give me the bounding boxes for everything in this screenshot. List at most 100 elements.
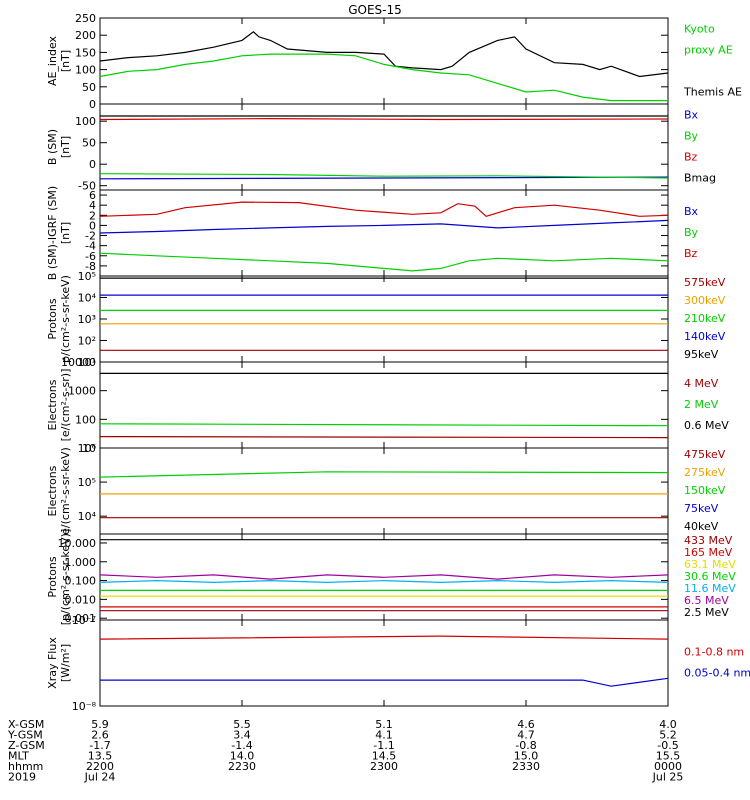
panel-frame — [99, 447, 669, 535]
x-row-label: X-GSM — [8, 718, 44, 731]
legend-entry: 140keV — [684, 330, 726, 343]
x-column-value: 5.2 — [659, 729, 677, 742]
y-tick-label: 50 — [82, 81, 96, 94]
series-line-0-1-0-8-nm — [99, 635, 669, 640]
x-column-value: 3.4 — [233, 729, 251, 742]
y-axis-label: [W/m²] — [59, 644, 72, 682]
panel-frame — [99, 17, 669, 105]
y-tick-label: 10² — [78, 335, 96, 348]
y-axis-label: [nT] — [59, 136, 72, 158]
panel-bsm: 100 50 0 -50 B (SM) [nT] Bx By Bz Bmag — [46, 103, 716, 193]
series-line-6-5-mev — [99, 574, 669, 580]
y-tick-label: 0 — [89, 98, 96, 111]
x-row-label: 2019 — [8, 771, 36, 784]
legend-entry: 475keV — [684, 448, 726, 461]
y-tick-label: 10.000 — [58, 537, 97, 550]
legend-entry: 4 MeV — [684, 377, 719, 390]
legend-entry: By — [684, 226, 699, 239]
x-column-value: 2230 — [228, 760, 256, 773]
y-axis-label: [e/(cm²-s-sr)] — [59, 369, 72, 442]
plot-title: GOES-15 — [348, 3, 402, 17]
legend-entry: Bz — [684, 247, 698, 260]
y-axis-label: [nT] — [59, 222, 72, 244]
x-column-value: Jul 25 — [652, 771, 684, 784]
panel-xray: 10⁻⁷ 10⁻⁸ Xray Flux [W/m²] 0.1-0.8 nm 0.05-0.… — [46, 614, 750, 713]
y-tick-label: -2 — [85, 230, 96, 243]
legend-entry: Bx — [684, 205, 699, 218]
panel-protons: 10⁵ 10⁴ 10³ 10² 10¹ Protons p/(cm²-s-sr-keV) 57… — [46, 270, 726, 369]
series-line-by — [99, 252, 669, 272]
series-line-bx — [99, 176, 669, 180]
x-column-value: 4.1 — [375, 729, 393, 742]
series-line-4-mev — [99, 436, 669, 439]
y-tick-label: 50 — [82, 137, 96, 150]
y-tick-label: 2 — [89, 209, 96, 222]
legend-entry: 11.6 MeV — [684, 582, 736, 595]
legend-entry: 75keV — [684, 502, 719, 515]
x-column-value: 4.0 — [659, 718, 677, 731]
y-tick-label: 250 — [75, 12, 96, 25]
legend-entry: 95keV — [684, 348, 719, 361]
y-tick-label: -8 — [85, 260, 96, 273]
legend-entry: 0.05-0.4 nm — [684, 667, 750, 680]
x-column-value: 14.0 — [230, 750, 255, 763]
series-line-bx — [99, 219, 669, 234]
y-tick-label: 100 — [75, 64, 96, 77]
x-column-value: Jul 24 — [84, 771, 116, 784]
y-tick-label: 10 — [82, 442, 96, 455]
series-line-by — [99, 173, 669, 179]
legend-entry: 40keV — [684, 520, 719, 533]
y-tick-label: 0.010 — [65, 593, 97, 606]
series-line-bz — [99, 201, 669, 217]
x-row-label: MLT — [8, 750, 29, 763]
legend-entry: 275keV — [684, 466, 726, 479]
y-axis-label: B (SM)-IGRF (SM) — [46, 186, 59, 280]
y-tick-label: -50 — [78, 180, 96, 193]
x-column-value: -0.8 — [515, 739, 536, 752]
legend-entry: 2 MeV — [684, 398, 719, 411]
y-axis-label: Xray Flux — [46, 637, 59, 689]
series-line-bz — [99, 117, 669, 121]
y-axis-label: Electrons — [46, 379, 59, 430]
x-column-value: -1.7 — [89, 739, 110, 752]
legend-entry: Bx — [684, 109, 699, 122]
x-column-value: 15.0 — [514, 750, 539, 763]
y-tick-label: 10¹ — [78, 356, 96, 369]
y-axis-label: Electrons — [46, 465, 59, 516]
y-axis-label: B (SM) — [46, 129, 59, 165]
y-tick-label: 100 — [75, 413, 96, 426]
x-column-value: 4.7 — [517, 729, 535, 742]
series-line-2-mev — [99, 423, 669, 427]
legend-entry: By — [684, 130, 699, 143]
y-tick-label: 100 — [75, 115, 96, 128]
legend-entry: 6.5 MeV — [684, 594, 729, 607]
legend-entry: 165 MeV — [684, 546, 733, 559]
y-tick-label: 150 — [75, 46, 96, 59]
legend-entry: Bz — [684, 151, 698, 164]
panel-protons2: 10.000 1.000 0.100 0.010 0.001 Protons [p/(cm²… — [46, 529, 736, 626]
y-tick-label: 0.001 — [65, 612, 97, 625]
x-column-value: 14.5 — [372, 750, 397, 763]
y-tick-label: 10⁵ — [78, 476, 96, 489]
y-axis-label: AE_index — [46, 35, 59, 86]
legend-entry: proxy AE — [684, 44, 733, 57]
y-tick-label: 200 — [75, 29, 96, 42]
y-axis-label: Protons — [46, 298, 59, 339]
x-column-value: 2200 — [86, 760, 114, 773]
panel-frame — [99, 619, 669, 707]
x-column-value: 4.6 — [517, 718, 535, 731]
legend-entry: 210keV — [684, 312, 726, 325]
x-column-value: 2330 — [512, 760, 540, 773]
x-column-value: 5.5 — [233, 718, 251, 731]
x-column-value: 0000 — [654, 760, 682, 773]
y-tick-label: 10³ — [78, 313, 96, 326]
series-line-150kev — [99, 471, 669, 478]
x-row-label: Z-GSM — [8, 739, 45, 752]
y-axis-label: [p/(cm²-s-sr-keV)] — [59, 529, 72, 626]
y-tick-label: 4 — [89, 199, 96, 212]
y-tick-label: 0 — [89, 219, 96, 232]
x-row-label: hhmm — [8, 760, 43, 773]
